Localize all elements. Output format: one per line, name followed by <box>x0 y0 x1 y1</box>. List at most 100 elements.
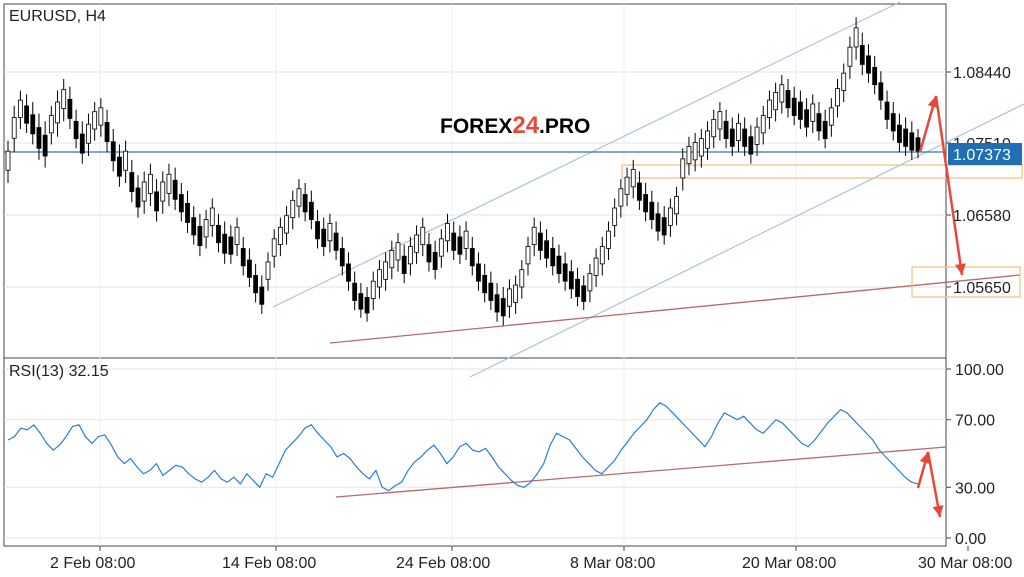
candle <box>550 236 556 276</box>
candle <box>55 90 60 137</box>
price-tick-label: 1.05650 <box>953 280 1011 297</box>
candle <box>661 206 667 245</box>
candle <box>296 179 302 218</box>
candle <box>209 198 215 237</box>
candle <box>123 140 129 183</box>
candle <box>222 221 228 264</box>
candle <box>432 240 438 280</box>
candle <box>748 125 754 164</box>
candle <box>494 283 500 322</box>
x-tick-label: 20 Mar 08:00 <box>742 555 836 572</box>
candle <box>253 263 259 303</box>
candle <box>853 17 859 60</box>
candle <box>228 225 234 264</box>
candle <box>872 55 878 95</box>
candle <box>816 102 822 141</box>
watermark: FOREX24.PRO <box>440 112 590 139</box>
candle <box>754 117 760 156</box>
candle <box>117 144 122 187</box>
watermark-number: 24 <box>512 112 539 139</box>
candle <box>383 252 389 291</box>
candle <box>779 75 785 114</box>
candle <box>878 71 884 110</box>
candle <box>147 163 153 207</box>
arrow-down-rsi <box>926 451 944 518</box>
candle <box>469 236 475 276</box>
candle <box>828 98 834 137</box>
candle <box>414 225 419 264</box>
channel-lower-line <box>469 103 1024 378</box>
candle <box>457 225 463 264</box>
candle <box>890 102 896 141</box>
rsi-panel-frame <box>3 357 947 547</box>
candle <box>649 190 655 230</box>
candle <box>835 78 840 118</box>
candle <box>581 275 587 311</box>
candle <box>24 94 29 133</box>
candle <box>884 90 890 130</box>
x-tick-label: 8 Mar 08:00 <box>570 555 655 572</box>
candle <box>903 117 909 156</box>
rsi-tick-label: 30.00 <box>955 480 995 497</box>
candle <box>92 102 98 141</box>
candle <box>599 236 605 276</box>
candle <box>593 248 599 287</box>
candle <box>841 63 847 103</box>
candles <box>5 17 921 326</box>
candle <box>686 136 692 176</box>
candle <box>48 105 54 145</box>
candle <box>185 190 190 234</box>
candle <box>618 179 624 218</box>
candle <box>488 271 494 311</box>
arrow-down-price <box>934 95 966 276</box>
candle <box>897 113 902 153</box>
candle <box>575 267 580 307</box>
candle <box>346 252 351 291</box>
candle <box>36 113 42 160</box>
current-price-label: 1.07373 <box>953 147 1011 164</box>
candle <box>135 175 141 218</box>
candle <box>711 109 717 149</box>
candle <box>438 229 444 268</box>
candle <box>61 78 67 122</box>
candle <box>86 113 91 156</box>
price-tick-label: 1.08440 <box>953 65 1011 82</box>
candle <box>141 171 147 214</box>
candle <box>736 113 741 153</box>
candle <box>513 275 519 314</box>
candle <box>500 287 506 326</box>
candle <box>866 44 871 83</box>
candle <box>321 217 327 257</box>
candle <box>389 240 395 280</box>
candle <box>544 229 549 268</box>
arrow-up-price <box>918 95 939 153</box>
candle <box>259 275 265 314</box>
rsi-tick-label: 0.00 <box>955 531 986 548</box>
candle <box>277 217 283 257</box>
candle <box>234 217 240 257</box>
x-tick-label: 2 Feb 08:00 <box>50 555 136 572</box>
candle <box>154 179 159 222</box>
candle <box>674 186 679 226</box>
rsi-line <box>7 402 919 492</box>
resistance-zone <box>621 164 1023 179</box>
candle <box>847 36 853 79</box>
candle <box>742 117 748 156</box>
candle <box>692 132 698 172</box>
x-tick-label: 30 Mar 08:00 <box>918 555 1012 572</box>
candle <box>73 109 79 149</box>
candle <box>191 206 197 245</box>
candle <box>358 283 364 318</box>
candle <box>197 213 203 257</box>
candle <box>482 263 488 303</box>
candle <box>216 213 221 253</box>
candle <box>11 105 17 153</box>
candle <box>110 129 116 172</box>
watermark-prefix: FOREX <box>440 115 512 138</box>
candle <box>352 271 358 311</box>
candle <box>98 98 104 137</box>
candle <box>568 260 574 299</box>
channel-upper-line <box>272 1 901 308</box>
candle <box>822 109 828 149</box>
candle <box>265 252 271 291</box>
